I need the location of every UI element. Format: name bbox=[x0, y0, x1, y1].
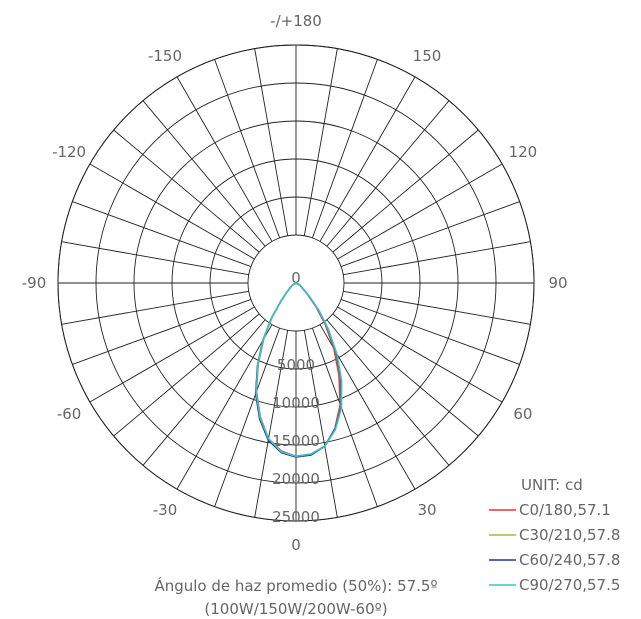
spoke-40 bbox=[326, 319, 450, 466]
spoke-220 bbox=[142, 100, 266, 247]
spoke-190 bbox=[254, 48, 289, 236]
angle-label: -120 bbox=[52, 143, 86, 161]
spoke-50 bbox=[332, 313, 479, 437]
spoke-290 bbox=[72, 298, 252, 365]
spoke-80 bbox=[343, 290, 531, 325]
ring-label: 15000 bbox=[272, 432, 320, 450]
spoke-140 bbox=[326, 100, 450, 247]
angle-label: -/+180 bbox=[270, 12, 322, 30]
ring-label: 0 bbox=[291, 269, 301, 287]
legend-entry: C0/180,57.1 bbox=[519, 501, 611, 519]
angle-label: -60 bbox=[57, 405, 82, 423]
legend: UNIT: cd C0/180,57.1 C30/210,57.8 C60/240,… bbox=[489, 476, 620, 594]
caption-line-2: (100W/150W/200W-60º) bbox=[204, 600, 387, 618]
caption: Ángulo de haz promedio (50%): 57.5º (100… bbox=[154, 576, 437, 618]
angle-label: -90 bbox=[22, 274, 47, 292]
ring-label: 20000 bbox=[272, 470, 320, 488]
legend-entry: C30/210,57.8 bbox=[519, 526, 620, 544]
spoke-10 bbox=[303, 330, 338, 518]
spoke-350 bbox=[254, 330, 289, 518]
spoke-120 bbox=[337, 163, 503, 260]
spoke-260 bbox=[61, 241, 249, 276]
spoke-130 bbox=[332, 129, 479, 253]
spoke-330 bbox=[176, 324, 273, 490]
spoke-100 bbox=[343, 241, 531, 276]
spoke-320 bbox=[142, 319, 266, 466]
spoke-170 bbox=[303, 48, 338, 236]
spoke-110 bbox=[340, 201, 520, 268]
ring-label: 5000 bbox=[277, 356, 315, 374]
spoke-150 bbox=[319, 76, 416, 242]
spoke-240 bbox=[89, 163, 255, 260]
unit-label: UNIT: cd bbox=[521, 476, 583, 494]
spoke-60 bbox=[337, 306, 503, 403]
legend-entry: C90/270,57.5 bbox=[519, 576, 620, 594]
spoke-250 bbox=[72, 201, 252, 268]
spoke-340 bbox=[214, 327, 281, 507]
spoke-280 bbox=[61, 290, 249, 325]
angle-label: 150 bbox=[413, 47, 442, 65]
spoke-20 bbox=[311, 327, 378, 507]
angle-label: 60 bbox=[513, 405, 532, 423]
angle-labels: -/+180 -150 150 -120 120 -90 90 -60 60 -30 30 0 bbox=[22, 12, 568, 554]
angle-label: 120 bbox=[509, 143, 538, 161]
spoke-210 bbox=[176, 76, 273, 242]
spoke-200 bbox=[214, 59, 281, 239]
legend-entry: C60/240,57.8 bbox=[519, 551, 620, 569]
caption-line-1: Ángulo de haz promedio (50%): 57.5º bbox=[154, 576, 437, 595]
ring-labels: 0 5000 10000 15000 20000 25000 bbox=[272, 269, 320, 526]
angle-label: -150 bbox=[148, 47, 182, 65]
angle-label: 90 bbox=[548, 274, 567, 292]
series-curve-3 bbox=[255, 282, 343, 458]
ring-label: 10000 bbox=[272, 394, 320, 412]
spoke-230 bbox=[113, 129, 260, 253]
angle-label: 0 bbox=[291, 536, 301, 554]
spoke-300 bbox=[89, 306, 255, 403]
spoke-310 bbox=[113, 313, 260, 437]
ring-label: 25000 bbox=[272, 508, 320, 526]
angle-label: 30 bbox=[417, 501, 436, 519]
series-curves bbox=[254, 282, 343, 458]
spoke-160 bbox=[311, 59, 378, 239]
angle-label: -30 bbox=[153, 501, 178, 519]
spoke-70 bbox=[340, 298, 520, 365]
